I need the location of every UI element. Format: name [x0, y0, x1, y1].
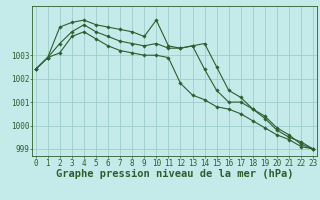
X-axis label: Graphe pression niveau de la mer (hPa): Graphe pression niveau de la mer (hPa)	[56, 169, 293, 179]
